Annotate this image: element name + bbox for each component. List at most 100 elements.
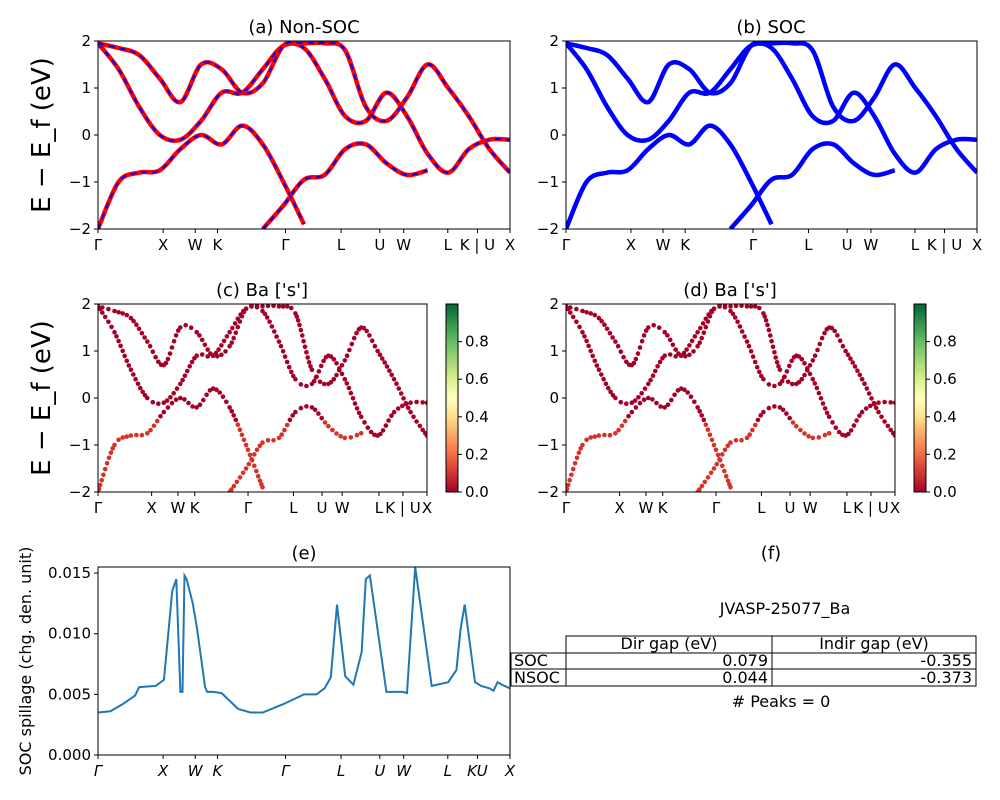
proj-d-point [672,392,677,398]
colorbar-c-tick-label: 0.8 [465,333,489,351]
proj-d-point [578,446,583,451]
axes-c-ytick-label: −2 [69,483,91,501]
proj-d-point [707,314,713,319]
proj-d-point [698,325,703,331]
axes-a-xtick-label: L [444,236,453,254]
proj-d-point [772,383,777,389]
proj-d-point [888,400,893,405]
proj-c-point [364,328,370,334]
proj-c-point [368,429,374,435]
proj-d-point [752,304,758,309]
axes-b-xtick-label: W [656,236,671,254]
ylabel-c: E − E_f (eV) [27,320,57,476]
proj-c-point [234,479,240,485]
proj-c-point [257,443,263,449]
proj-c-point [339,371,345,377]
proj-d-point [752,359,758,365]
proj-c-point [328,380,334,385]
proj-c-point [280,304,286,309]
proj-d-point [651,322,656,328]
soc-band-1 [566,123,774,229]
proj-c-point [276,435,282,441]
proj-d-point [705,475,711,480]
proj-c-point [110,446,115,451]
proj-d-point [846,431,851,437]
proj-c-point [317,379,323,385]
axes-b-ytick-label: 0 [549,126,559,144]
proj-c-point [120,348,125,354]
proj-c-point [322,420,328,425]
proj-c-point [204,392,209,398]
proj-c-point [214,387,219,393]
proj-c-point [178,381,183,387]
panel-d-title: (d) Ba ['s'] [683,280,777,301]
axes-e-xtick-label: U [374,762,385,780]
proj-d-point [859,376,865,382]
proj-c-point [252,463,257,469]
proj-c-point [249,458,255,463]
proj-c-point [372,343,378,349]
axes-a-xtick-label: Γ [281,236,290,254]
proj-c-point [139,432,145,438]
proj-c-point [150,349,156,355]
axes-c-xtick-label: W [335,499,350,517]
axes-e-ytick-label: 0.010 [48,625,91,643]
proj-d-point [635,351,641,356]
proj-c-point [120,311,125,316]
proj-c-point [156,359,161,365]
proj-d-point [580,329,585,335]
proj-d-point [702,479,708,485]
proj-d-point [824,410,830,416]
proj-d-point [820,401,826,406]
ylabel-a: E − E_f (eV) [27,57,57,213]
proj-d-point [619,423,625,429]
table-row-soc-indir: -0.355 [920,651,972,670]
axes-b-xtick-label: X [972,236,982,254]
proj-c-point [165,405,171,410]
proj-c-point [272,329,277,334]
proj-d-point [816,435,822,440]
proj-c-point [348,435,354,440]
proj-c-point [420,400,426,405]
proj-d-point [845,352,851,358]
proj-d-point [758,413,763,418]
proj-c-point [205,354,210,359]
proj-d-point [631,360,637,366]
proj-c-point [194,353,199,359]
axes-a-xtick-label: L [337,236,346,254]
colorbar-d [913,303,927,493]
proj-d-point [604,326,610,332]
proj-c-point [165,356,171,362]
proj-d-point [840,343,846,349]
proj-d-point [814,385,820,391]
proj-d-point [603,381,609,387]
proj-c-point [298,405,304,411]
proj-d-point [748,304,754,309]
proj-d-point [566,304,569,309]
proj-d-point [717,304,722,308]
proj-d-point [692,334,698,339]
proj-d-point [574,455,580,461]
proj-d-point [762,314,768,319]
proj-d-point [667,352,673,357]
proj-d-point [610,335,615,340]
proj-c-point [284,304,290,309]
proj-d-point [816,390,822,396]
proj-d-point [746,343,752,349]
proj-c-point [227,329,232,335]
axes-d-ytick-label: −2 [537,483,559,501]
proj-c-point [221,338,227,344]
proj-d-point [566,486,570,492]
proj-d-point [882,399,887,405]
proj-d-point [810,435,816,441]
axes-c-ytick-label: 0 [81,389,91,407]
colorbar-d-tick-label: 0.2 [933,445,957,463]
proj-c-point [289,369,294,375]
proj-d-point [584,338,589,344]
proj-d-point [665,402,671,408]
proj-d-point [770,344,776,350]
proj-d-point [862,381,867,387]
proj-c-point [246,461,252,467]
proj-c-point [169,400,175,406]
